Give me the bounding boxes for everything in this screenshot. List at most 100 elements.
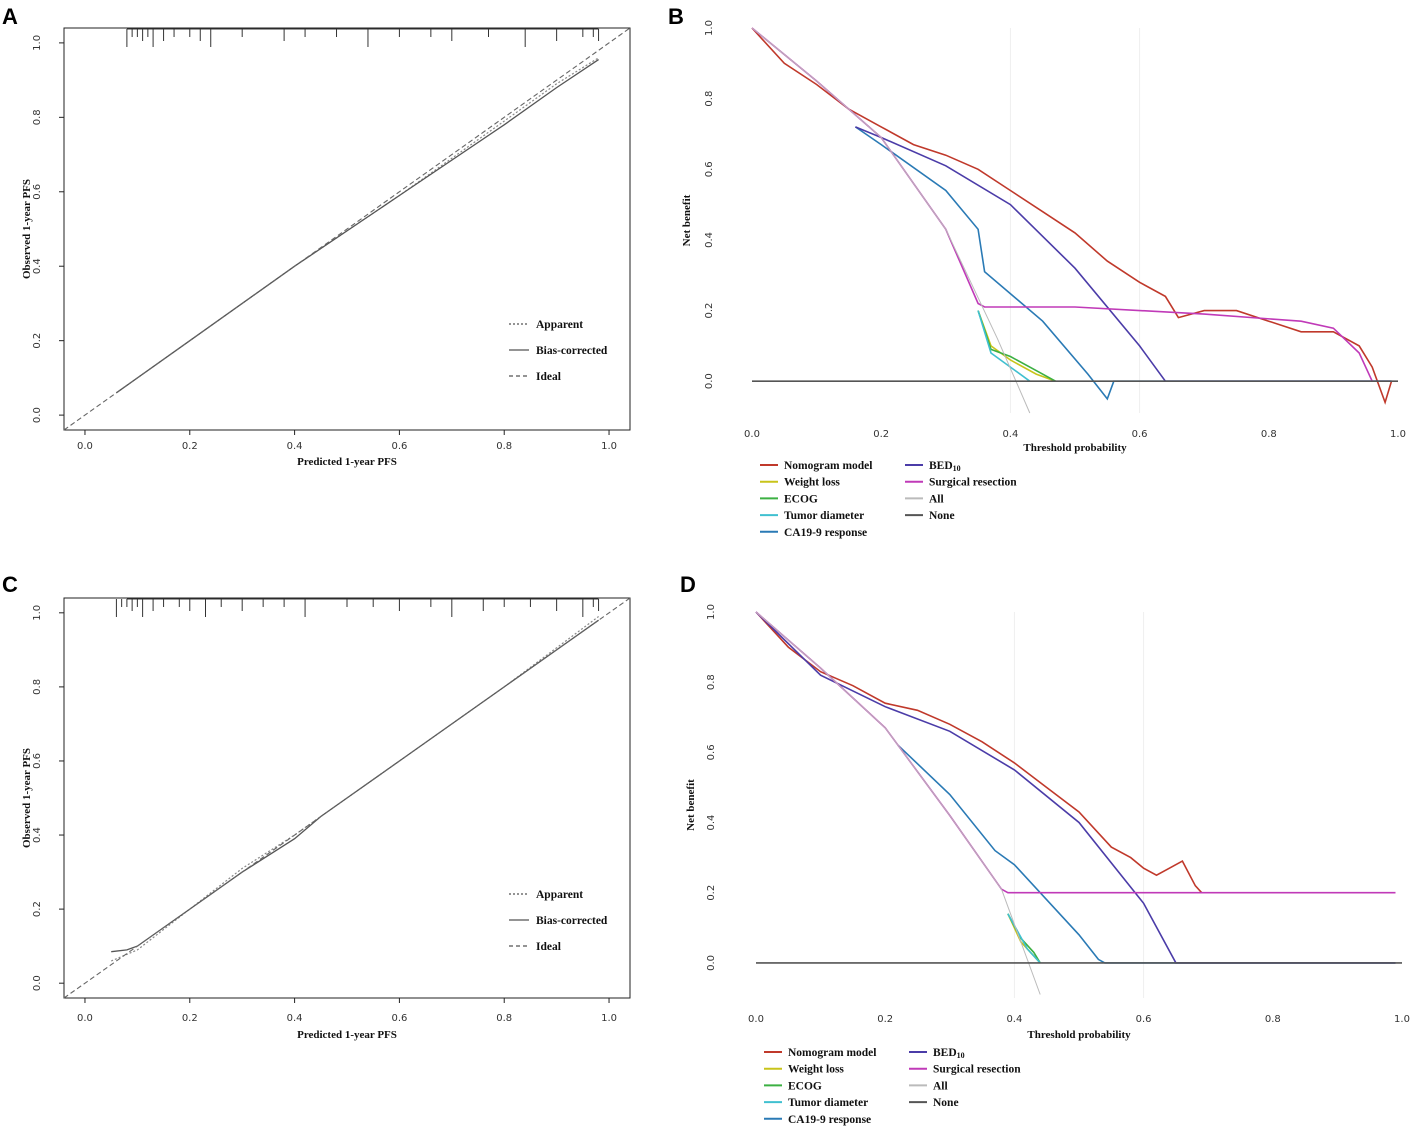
legend-label: Bias-corrected [536, 345, 608, 357]
series-line-all [755, 611, 1041, 995]
x-tick-label: 0.0 [744, 429, 760, 440]
y-tick-label: 0.4 [706, 815, 717, 831]
series-line-bias-corrected [116, 59, 599, 394]
x-tick-label: 0.2 [877, 1014, 893, 1025]
panel-label: B [668, 4, 684, 29]
legend-label: CA19-9 response [788, 1114, 871, 1126]
panel-label: D [680, 572, 696, 597]
series-line-ideal [63, 27, 631, 431]
y-tick-label: 0.8 [32, 679, 43, 695]
plot-frame [63, 27, 631, 431]
panel-d: D 0.0 0.2 0.4 0.6 0.8 1.0 0.0 0.2 0.4 0.6 0.8 1.0 Thr… [680, 572, 1410, 1126]
y-tick-label: 0.2 [704, 303, 715, 319]
x-tick-label: 0.8 [1261, 429, 1277, 440]
series-line-all [751, 27, 1031, 414]
x-tick-label: 0.0 [77, 441, 93, 452]
series-line-nomogram-model [751, 27, 1393, 405]
x-tick-label: 1.0 [601, 1013, 617, 1024]
y-tick-label: 0.0 [704, 373, 715, 389]
legend-label: All [929, 493, 944, 505]
legend-label: Bias-corrected [536, 915, 608, 927]
legend-label: Ideal [536, 941, 561, 953]
legend-label: Weight loss [788, 1064, 844, 1076]
x-tick-label: 0.6 [1136, 1014, 1152, 1025]
legend-label: Weight loss [784, 477, 840, 489]
series-line-surgical-resection [751, 27, 1373, 382]
legend-label: All [933, 1080, 948, 1092]
legend-label-main: All [933, 1080, 948, 1092]
y-tick-label: 1.0 [32, 605, 43, 621]
x-tick-label: 1.0 [1394, 1014, 1410, 1025]
x-tick-label: 0.6 [391, 441, 407, 452]
y-axis-title: Observed 1-year PFS [21, 748, 33, 848]
y-tick-label: 1.0 [706, 604, 717, 620]
x-tick-label: 0.2 [182, 1013, 198, 1024]
panel-label: C [2, 572, 18, 597]
legend-label: Tumor diameter [788, 1097, 868, 1109]
legend-label: BED10 [929, 460, 961, 473]
x-tick-label: 0.4 [287, 1013, 303, 1024]
legend-label-main: None [929, 510, 955, 522]
legend-label-main: Surgical resection [929, 477, 1017, 489]
panel-label: A [2, 4, 18, 29]
series-line-bed10 [755, 611, 1396, 964]
series-line-ca19-9-response [854, 126, 1392, 401]
series-line-apparent [116, 57, 599, 394]
legend-label-main: BED [929, 460, 953, 472]
legend-label: Nomogram model [784, 460, 872, 472]
series-line-bed10 [855, 126, 1392, 383]
legend-label: Surgical resection [933, 1064, 1021, 1076]
legend-label-subscript: 10 [953, 464, 961, 473]
legend-label: CA19-9 response [784, 527, 867, 539]
legend-label: None [933, 1097, 959, 1109]
legend-label-subscript: 10 [957, 1051, 965, 1060]
y-tick-label: 0.6 [706, 744, 717, 760]
y-tick-label: 0.0 [32, 407, 43, 423]
legend-label-main: None [933, 1097, 959, 1109]
y-tick-label: 0.0 [32, 975, 43, 991]
legend-label: Tumor diameter [784, 510, 864, 522]
y-tick-label: 0.2 [32, 333, 43, 349]
y-tick-label: 0.6 [32, 753, 43, 769]
legend-label: Surgical resection [929, 477, 1017, 489]
x-tick-label: 0.0 [77, 1013, 93, 1024]
x-tick-label: 0.8 [496, 1013, 512, 1024]
x-axis-title: Threshold probability [1027, 1029, 1131, 1041]
y-tick-label: 0.6 [32, 184, 43, 200]
x-tick-label: 0.6 [1132, 429, 1148, 440]
legend-label-main: All [929, 493, 944, 505]
y-tick-label: 0.2 [32, 901, 43, 917]
series-line-nomogram-model [755, 611, 1203, 894]
x-tick-label: 0.8 [1265, 1014, 1281, 1025]
x-axis-title: Predicted 1-year PFS [297, 1029, 397, 1041]
legend-label: Apparent [536, 889, 583, 901]
y-tick-label: 0.8 [32, 109, 43, 125]
legend-label: Nomogram model [788, 1047, 876, 1059]
plot-frame [63, 597, 631, 999]
series-line-bias-corrected [111, 619, 599, 953]
legend-label: Apparent [536, 319, 583, 331]
legend-label-main: BED [933, 1047, 957, 1059]
series-line-ideal [63, 597, 631, 999]
legend-label: None [929, 510, 955, 522]
series-line-surgical-resection [755, 611, 1396, 894]
legend-label: ECOG [784, 493, 818, 505]
y-tick-label: 0.8 [706, 674, 717, 690]
x-tick-label: 0.4 [287, 441, 303, 452]
series-line-tumor-diameter [977, 310, 1031, 382]
x-axis-title: Threshold probability [1023, 442, 1127, 454]
legend-label-main: Surgical resection [933, 1064, 1021, 1076]
x-tick-label: 0.2 [182, 441, 198, 452]
legend-label: Ideal [536, 371, 561, 383]
legend-label: ECOG [788, 1080, 822, 1092]
x-axis-title: Predicted 1-year PFS [297, 456, 397, 468]
y-axis-title: Net benefit [685, 779, 697, 831]
x-tick-label: 0.4 [1002, 429, 1018, 440]
y-tick-label: 0.4 [704, 232, 715, 248]
x-tick-label: 0.4 [1006, 1014, 1022, 1025]
y-tick-label: 1.0 [32, 35, 43, 51]
y-tick-label: 0.4 [32, 258, 43, 274]
y-tick-label: 0.8 [704, 91, 715, 107]
series-line-ca19-9-response [897, 744, 1396, 964]
